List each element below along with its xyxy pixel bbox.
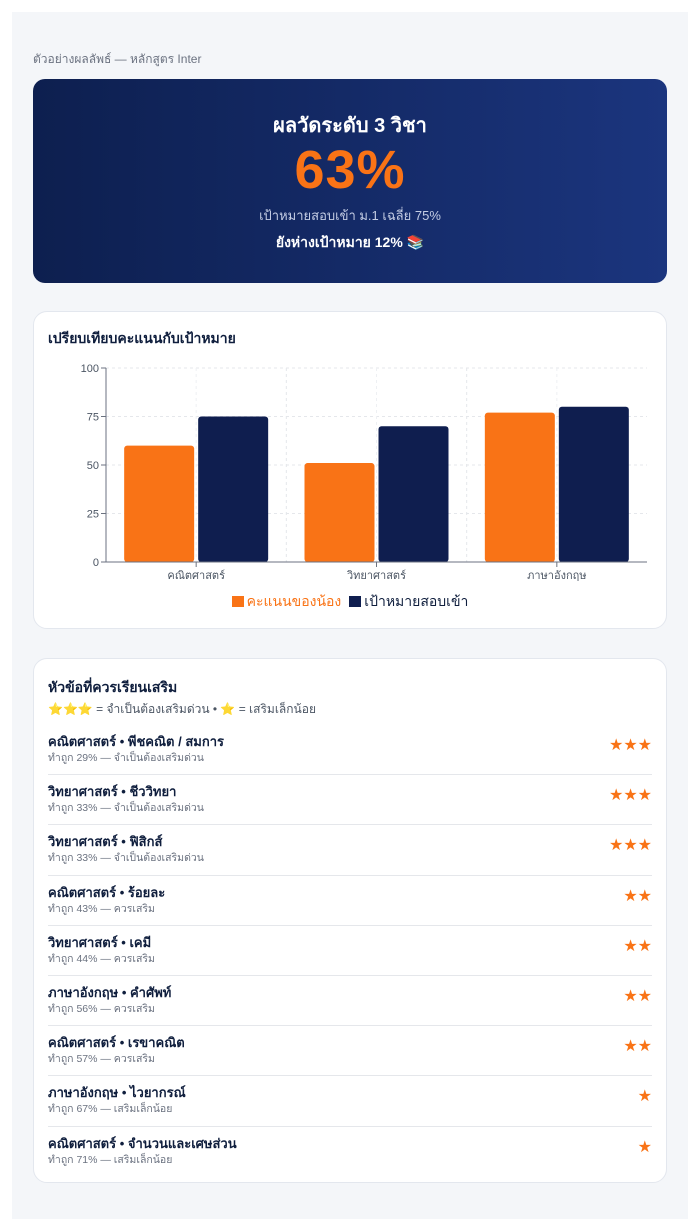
topics-card: หัวข้อที่ควรเรียนเสริม ⭐⭐⭐ = จำเป็นต้องเ… — [33, 658, 667, 1183]
result-hero-banner: ผลวัดระดับ 3 วิชา 63% เป้าหมายสอบเข้า ม.… — [33, 79, 667, 283]
sample-label: ตัวอย่างผลลัพธ์ — หลักสูตร Inter — [33, 52, 202, 66]
priority-stars-icon: ★ — [637, 1138, 652, 1156]
hero-score: 63% — [294, 140, 406, 200]
topics-title: หัวข้อที่ควรเรียนเสริม — [48, 679, 178, 695]
topic-detail: ทำถูก 67% — เสริมเล็กน้อย — [48, 1103, 173, 1116]
bar-target-score — [558, 406, 629, 562]
bar-target-score — [378, 426, 449, 562]
topic-row: ภาษาอังกฤษ • ไวยากรณ์ทำถูก 67% — เสริมเล… — [48, 1076, 652, 1127]
legend-item: เป้าหมายสอบเข้า — [349, 591, 468, 613]
y-tick-label: 0 — [93, 557, 99, 569]
topic-name: วิทยาศาสตร์ • ฟิสิกส์ — [48, 834, 163, 850]
priority-stars-icon: ★★★ — [608, 737, 652, 754]
hero-target: เป้าหมายสอบเข้า ม.1 เฉลี่ย 75% — [259, 208, 441, 223]
hero-title: ผลวัดระดับ 3 วิชา — [273, 115, 427, 137]
priority-stars-icon: ★★ — [623, 1038, 652, 1056]
topic-row: วิทยาศาสตร์ • เคมีทำถูก 44% — ควรเสริม ★★ — [48, 926, 652, 976]
topic-name: คณิตศาสตร์ • ร้อยละ — [48, 884, 166, 900]
legend-swatch — [349, 596, 362, 607]
topic-row: คณิตศาสตร์ • พีชคณิต / สมการทำถูก 29% — … — [48, 725, 652, 776]
topic-detail: ทำถูก 33% — จำเป็นต้องเสริมด่วน — [48, 802, 204, 815]
priority-stars-icon: ★★ — [623, 987, 652, 1005]
topic-detail: ทำถูก 33% — จำเป็นต้องเสริมด่วน — [48, 852, 204, 865]
priority-stars-icon: ★ — [637, 1088, 652, 1106]
bar-student-score — [484, 412, 555, 562]
topic-detail: ทำถูก 43% — ควรเสริม — [48, 902, 155, 915]
topic-name: ภาษาอังกฤษ • ไวยากรณ์ — [48, 1085, 186, 1101]
priority-stars-icon: ★★ — [623, 937, 652, 955]
topic-row: คณิตศาสตร์ • จำนวนและเศษส่วนทำถูก 71% — … — [48, 1127, 652, 1177]
bar-student-score — [304, 463, 375, 562]
x-tick-label: ภาษาอังกฤษ — [527, 570, 586, 582]
priority-stars-icon: ★★★ — [608, 837, 652, 855]
chart-title: เปรียบเทียบคะแนนกับเป้าหมาย — [48, 330, 236, 346]
bar-student-score — [124, 445, 195, 562]
topic-detail: ทำถูก 57% — ควรเสริม — [48, 1053, 155, 1066]
topic-row: ภาษาอังกฤษ • คำศัพท์ทำถูก 56% — ควรเสริม… — [48, 976, 652, 1027]
topic-detail: ทำถูก 56% — ควรเสริม — [48, 1002, 155, 1015]
topics-legend: ⭐⭐⭐ = จำเป็นต้องเสริมด่วน • ⭐ = เสริมเล็… — [48, 702, 316, 716]
comparison-bar-chart: 0 25 50 75 100 คณิตศาสตร์ วิทยาศาสตร์ ภาษาอังกฤ… — [81, 363, 647, 582]
topic-detail: ทำถูก 29% — จำเป็นต้องเสริมด่วน — [48, 752, 204, 764]
y-tick-label: 75 — [87, 412, 99, 424]
comparison-chart-card: เปรียบเทียบคะแนนกับเป้าหมาย 0 25 50 75 100 คณ… — [33, 311, 667, 629]
topic-row: คณิตศาสตร์ • เรขาคณิตทำถูก 57% — ควรเสริ… — [48, 1026, 652, 1077]
topic-name: คณิตศาสตร์ • จำนวนและเศษส่วน — [48, 1135, 237, 1151]
topic-detail: ทำถูก 71% — เสริมเล็กน้อย — [48, 1153, 173, 1166]
bar-target-score — [198, 416, 269, 562]
x-tick-label: วิทยาศาสตร์ — [346, 569, 406, 582]
topic-row: คณิตศาสตร์ • ร้อยละทำถูก 43% — ควรเสริม ★… — [48, 876, 652, 926]
legend-swatch — [231, 596, 244, 607]
topic-name: ภาษาอังกฤษ • คำศัพท์ — [48, 984, 172, 1000]
topic-name: วิทยาศาสตร์ • เคมี — [48, 934, 152, 950]
topic-row: วิทยาศาสตร์ • ฟิสิกส์ทำถูก 33% — จำเป็นต… — [48, 825, 652, 876]
topic-detail: ทำถูก 44% — ควรเสริม — [48, 952, 155, 965]
topic-name: วิทยาศาสตร์ • ชีววิทยา — [48, 784, 177, 800]
y-tick-label: 25 — [87, 509, 99, 521]
priority-stars-icon: ★★ — [623, 887, 652, 905]
y-tick-label: 100 — [81, 363, 99, 375]
priority-stars-icon: ★★★ — [608, 787, 652, 805]
topic-name: คณิตศาสตร์ • พีชคณิต / สมการ — [48, 734, 224, 749]
legend-label: เป้าหมายสอบเข้า — [364, 593, 469, 609]
topic-name: คณิตศาสตร์ • เรขาคณิต — [48, 1035, 185, 1051]
topic-row: วิทยาศาสตร์ • ชีววิทยาทำถูก 33% — จำเป็น… — [48, 775, 652, 826]
hero-gap: ยังห่างเป้าหมาย 12% 📚 — [275, 234, 425, 250]
x-tick-label: คณิตศาสตร์ — [167, 569, 225, 582]
page: ตัวอย่างผลลัพธ์ — หลักสูตร Inter ผลวัดระ… — [12, 12, 688, 1219]
y-tick-label: 50 — [87, 460, 99, 472]
topics-list: คณิตศาสตร์ • พีชคณิต / สมการทำถูก 29% — … — [48, 725, 652, 1177]
legend-label: คะแนนของน้อง — [246, 593, 342, 609]
chart-legend: คะแนนของน้อง เป้าหมายสอบเข้า — [34, 591, 666, 613]
legend-item: คะแนนของน้อง — [231, 591, 342, 613]
